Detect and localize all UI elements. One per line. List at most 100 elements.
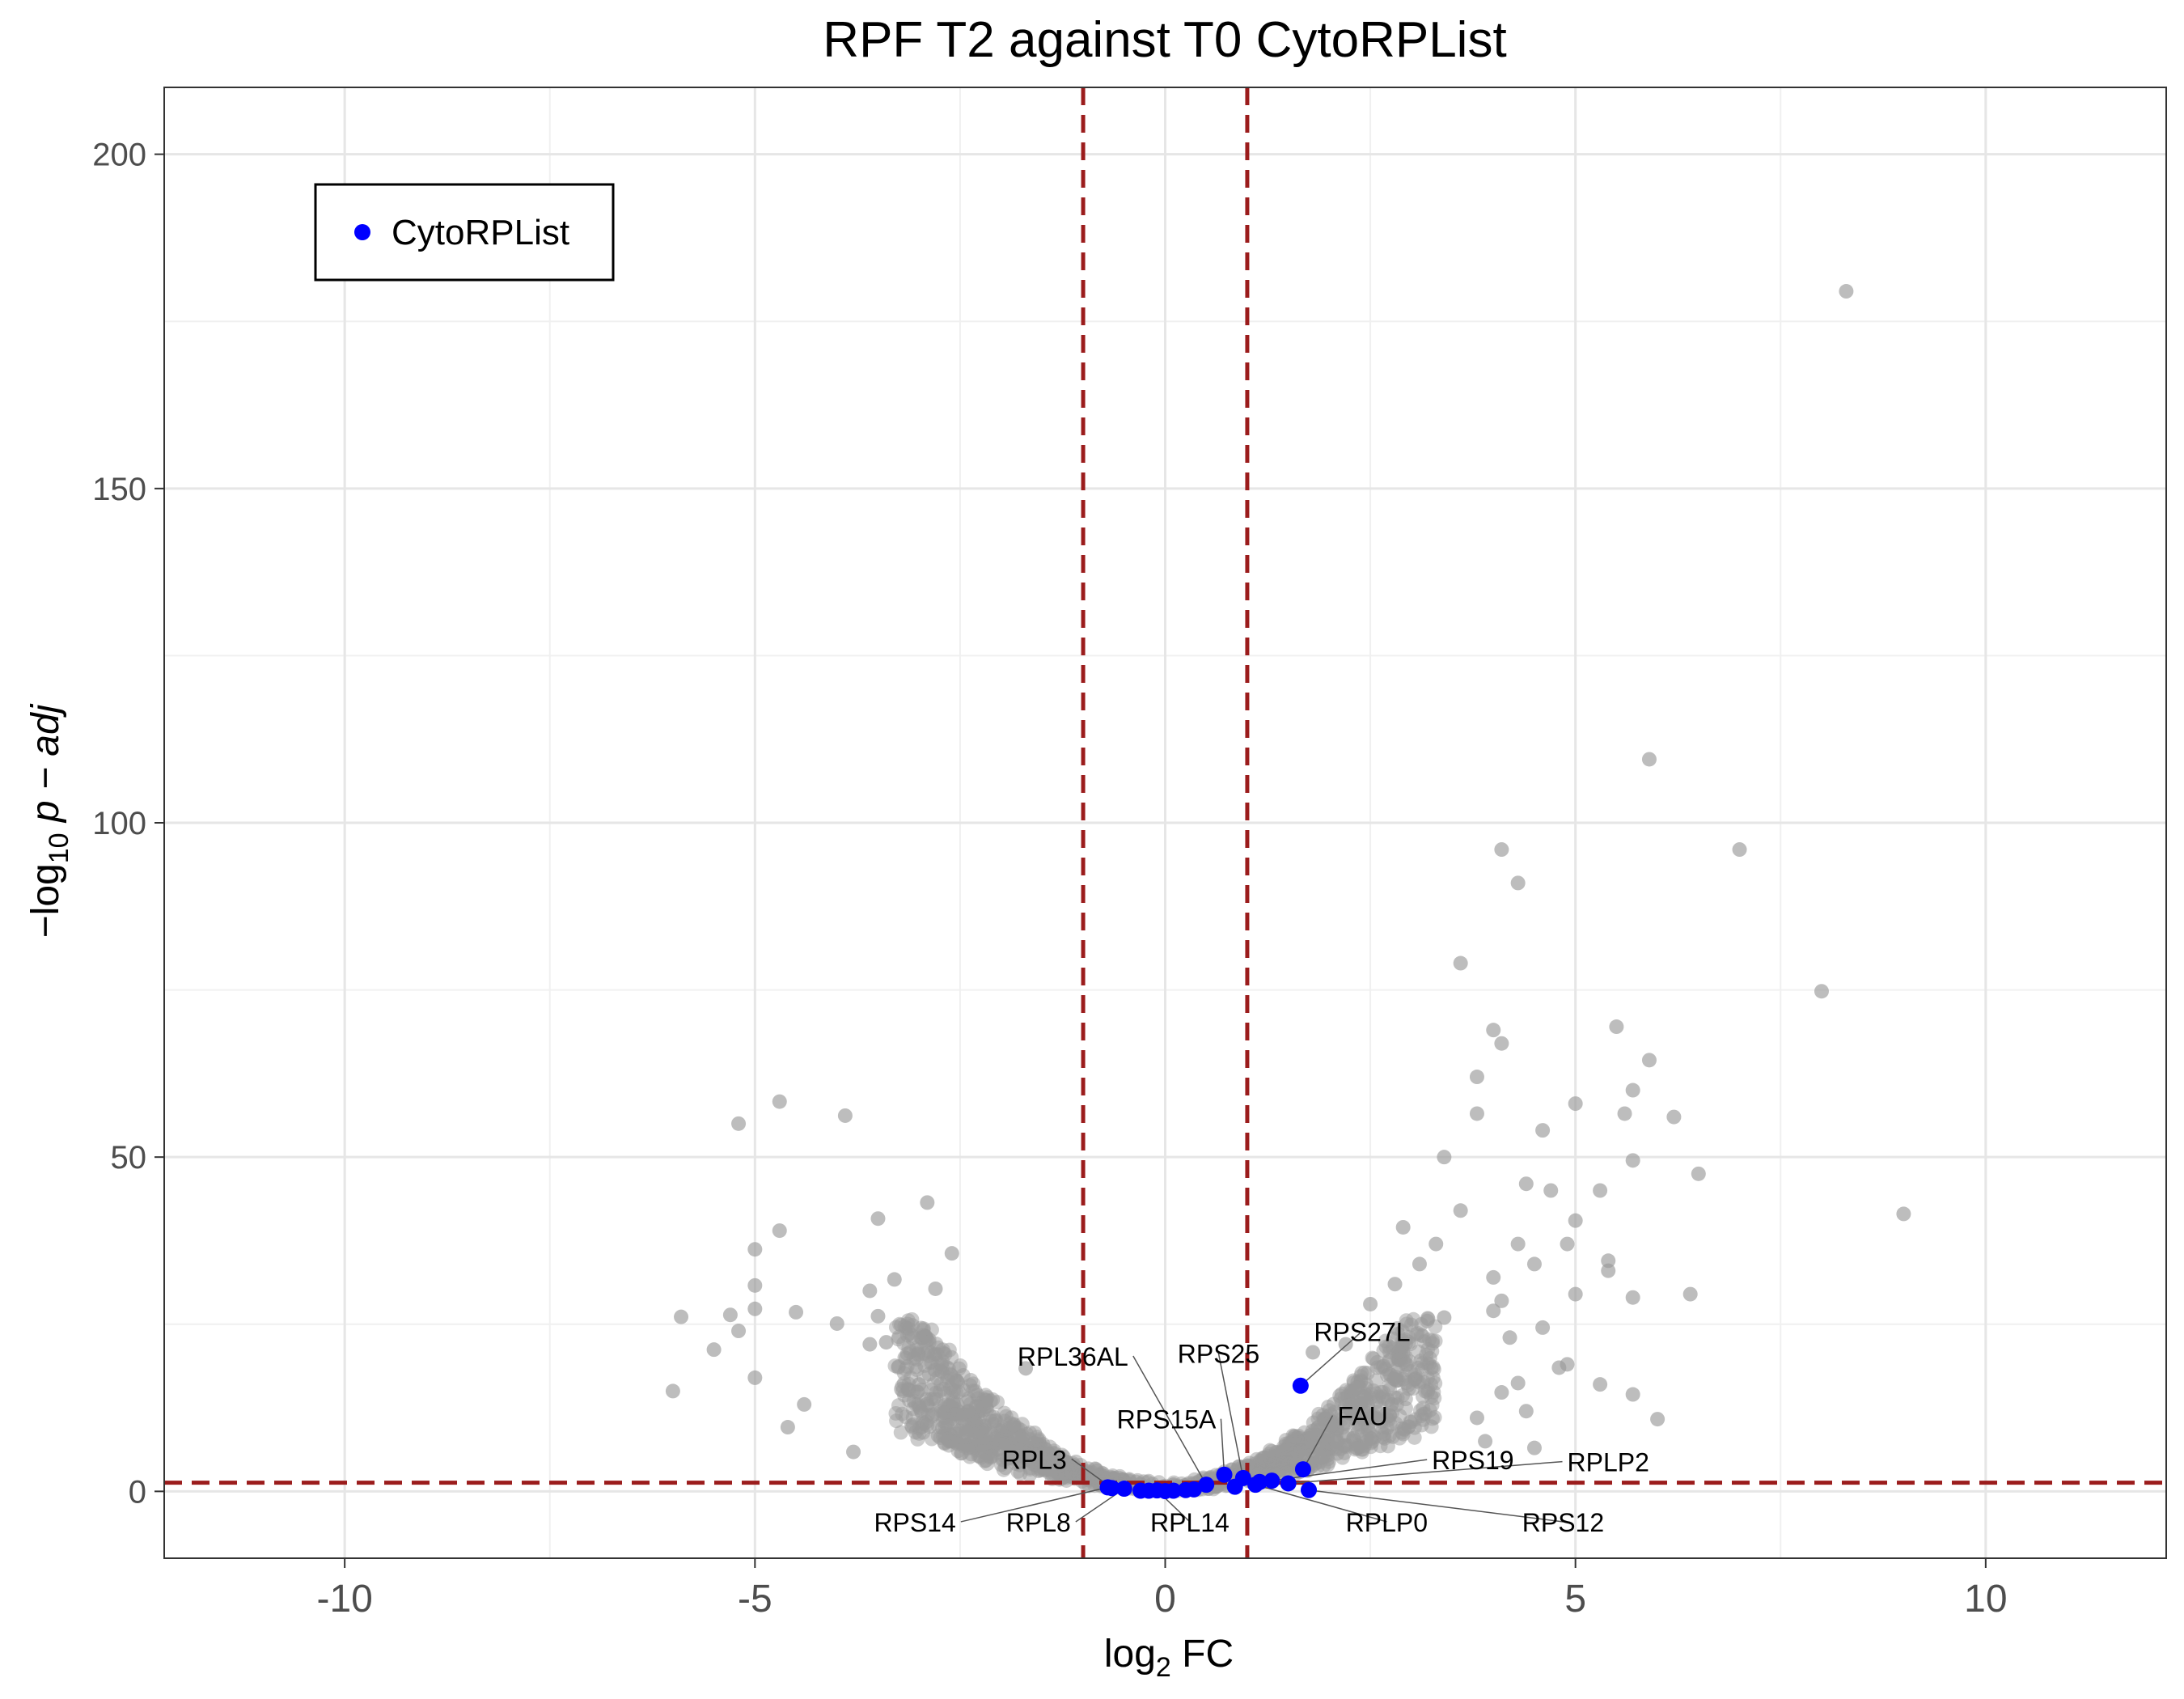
gene-point bbox=[1568, 1096, 1583, 1112]
x-axis-label-suffix: FC bbox=[1171, 1633, 1234, 1676]
gene-point bbox=[1691, 1166, 1706, 1181]
y-axis: 0 50 100 150 200 bbox=[92, 138, 164, 1510]
gene-point bbox=[780, 1420, 795, 1435]
gene-point bbox=[912, 1399, 927, 1414]
gene-point bbox=[1359, 1392, 1374, 1408]
gene-point bbox=[1453, 955, 1468, 971]
gene-point bbox=[789, 1304, 804, 1320]
gene-point bbox=[1814, 984, 1829, 999]
gene-point bbox=[1390, 1345, 1406, 1360]
gene-label: RPLP2 bbox=[1568, 1448, 1649, 1477]
gene-point bbox=[1486, 1023, 1501, 1038]
gene-point bbox=[1338, 1337, 1353, 1352]
gene-point bbox=[906, 1417, 921, 1432]
gene-point bbox=[1535, 1320, 1551, 1335]
gene-point bbox=[1037, 1441, 1052, 1456]
gene-point bbox=[1397, 1422, 1412, 1438]
gene-point bbox=[1392, 1408, 1407, 1423]
gene-point bbox=[1428, 1236, 1444, 1252]
gene-point bbox=[1414, 1316, 1429, 1332]
gene-point bbox=[947, 1426, 963, 1442]
gene-point bbox=[928, 1281, 943, 1296]
gene-point bbox=[986, 1409, 1001, 1425]
gene-point bbox=[1385, 1429, 1400, 1444]
gene-point bbox=[887, 1272, 902, 1287]
legend-label-cyto-rp: CytoRPList bbox=[392, 213, 569, 252]
gene-point bbox=[1526, 1256, 1542, 1272]
gene-label: RPL3 bbox=[1002, 1445, 1067, 1474]
cyto-rp-point bbox=[1165, 1482, 1182, 1499]
leader-line bbox=[1132, 1355, 1207, 1485]
gene-label: RPL8 bbox=[1006, 1508, 1071, 1537]
gene-label: RPLP0 bbox=[1346, 1508, 1428, 1537]
leader-line bbox=[1288, 1460, 1563, 1485]
gene-point bbox=[1321, 1435, 1336, 1451]
x-axis-label-prefix: log bbox=[1104, 1633, 1156, 1676]
gene-point bbox=[1376, 1391, 1391, 1406]
legend-marker-cyto-rp bbox=[354, 224, 370, 240]
gene-point bbox=[940, 1370, 955, 1385]
cyto-rp-point bbox=[1216, 1466, 1233, 1483]
gene-label: RPS25 bbox=[1178, 1340, 1259, 1369]
gene-point bbox=[837, 1108, 853, 1123]
leader-line bbox=[1217, 1353, 1244, 1478]
gene-point bbox=[1478, 1434, 1493, 1449]
chart-title: RPF T2 against T0 CytoRPList bbox=[823, 12, 1506, 68]
gene-point bbox=[937, 1386, 952, 1401]
gene-point bbox=[1469, 1410, 1484, 1426]
y-tick-label: 100 bbox=[92, 806, 146, 841]
gene-point bbox=[1293, 1443, 1309, 1459]
leader-line bbox=[1220, 1418, 1225, 1475]
gene-point bbox=[1518, 1176, 1534, 1192]
gene-point bbox=[1416, 1389, 1431, 1405]
gene-point bbox=[1033, 1460, 1048, 1476]
gene-point bbox=[1407, 1430, 1422, 1445]
gene-point bbox=[1399, 1375, 1414, 1391]
gene-point bbox=[1510, 1375, 1526, 1391]
gene-point bbox=[1437, 1150, 1452, 1165]
gene-point bbox=[862, 1283, 878, 1299]
gene-point bbox=[1011, 1431, 1026, 1447]
gene-point bbox=[1625, 1290, 1640, 1305]
gene-point bbox=[1047, 1451, 1062, 1466]
legend: CytoRPList bbox=[314, 183, 615, 282]
gene-point bbox=[1535, 1123, 1551, 1138]
gene-point bbox=[995, 1452, 1010, 1468]
gene-point bbox=[1486, 1269, 1501, 1285]
gene-point bbox=[1049, 1464, 1064, 1480]
gene-point bbox=[922, 1355, 938, 1371]
threshold-lines bbox=[164, 87, 2166, 1558]
cyto-rp-point bbox=[1292, 1377, 1309, 1394]
y-tick-label: 0 bbox=[129, 1474, 146, 1510]
gene-point bbox=[1387, 1277, 1403, 1292]
leader-line bbox=[1302, 1415, 1334, 1470]
gene-point bbox=[1469, 1106, 1484, 1121]
gene-point bbox=[1625, 1153, 1640, 1168]
gene-point bbox=[1006, 1417, 1022, 1432]
leader-line bbox=[960, 1486, 1108, 1523]
y-axis-label: −log10 p − adj bbox=[24, 703, 74, 938]
gene-point bbox=[1510, 875, 1526, 891]
cyto-rp-point bbox=[1301, 1481, 1318, 1498]
gene-point bbox=[967, 1415, 982, 1430]
gene-point bbox=[1568, 1213, 1583, 1228]
gene-point bbox=[1453, 1203, 1468, 1218]
gene-point bbox=[1348, 1442, 1363, 1457]
gene-point bbox=[888, 1405, 904, 1421]
gene-point bbox=[1337, 1399, 1352, 1414]
gene-point bbox=[1568, 1286, 1583, 1302]
cyto-rp-point bbox=[1226, 1478, 1243, 1495]
gene-point bbox=[1617, 1106, 1632, 1121]
gene-point bbox=[920, 1195, 935, 1210]
gene-point bbox=[1357, 1365, 1372, 1380]
x-tick-label: 5 bbox=[1564, 1578, 1586, 1621]
gene-label: FAU bbox=[1338, 1402, 1388, 1431]
gene-point bbox=[1593, 1183, 1608, 1198]
gene-point bbox=[829, 1316, 844, 1331]
gene-point bbox=[1378, 1333, 1393, 1349]
gene-point bbox=[916, 1369, 932, 1384]
gene-point bbox=[1518, 1404, 1534, 1419]
gene-point bbox=[920, 1417, 935, 1433]
gene-point bbox=[904, 1331, 920, 1346]
gene-point bbox=[1625, 1387, 1640, 1402]
